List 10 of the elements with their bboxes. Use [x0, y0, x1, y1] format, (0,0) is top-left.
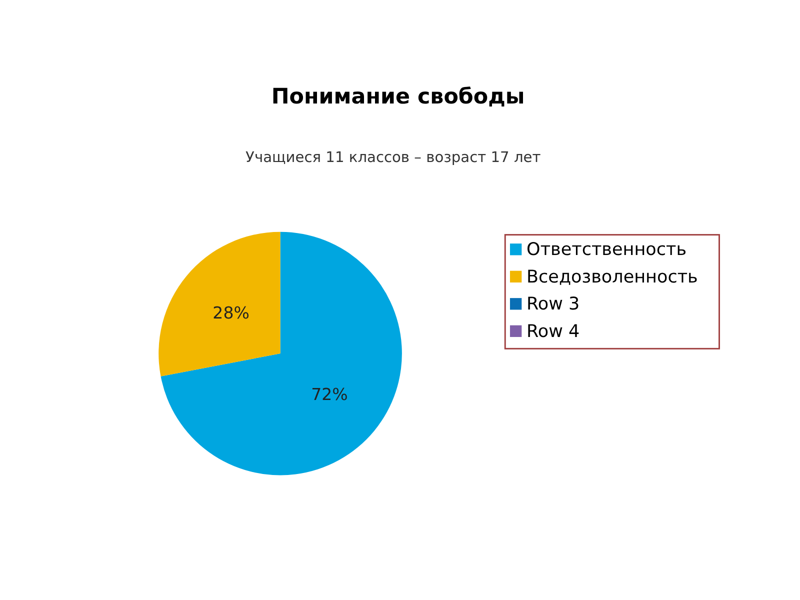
chart-subtitle: Учащиеся 11 классов – возраст 17 лет — [246, 148, 542, 166]
legend-label: Ответственность — [526, 240, 687, 260]
legend-label: Row 3 — [526, 294, 580, 315]
legend-label: Row 4 — [526, 322, 580, 342]
pie-slice — [160, 232, 402, 476]
chart-title: Понимание свободы — [271, 84, 525, 110]
data-label: 28% — [212, 304, 250, 323]
legend-label: Вседозволенность — [526, 267, 698, 288]
pie-slice — [158, 232, 280, 376]
data-label: 72% — [311, 385, 348, 404]
